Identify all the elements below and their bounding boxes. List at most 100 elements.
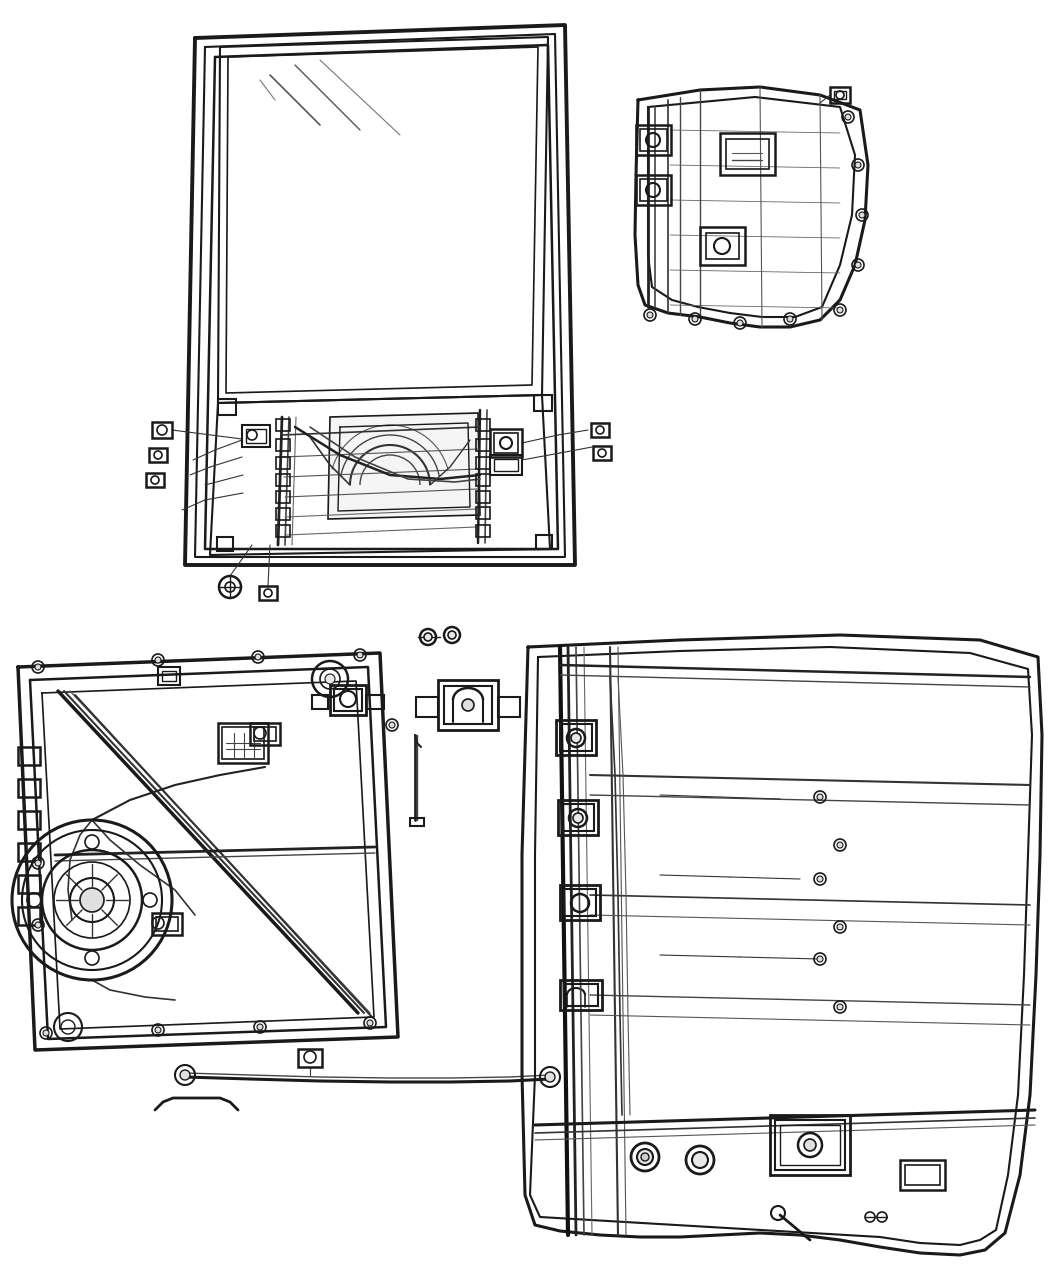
Bar	[334, 688, 362, 711]
Circle shape	[180, 1070, 190, 1080]
Bar	[476, 439, 490, 451]
Bar	[152, 422, 172, 439]
Circle shape	[368, 1020, 373, 1026]
Circle shape	[737, 320, 743, 326]
Circle shape	[845, 113, 850, 120]
Bar	[156, 917, 178, 931]
Bar	[560, 724, 592, 751]
Circle shape	[35, 922, 41, 928]
Bar	[276, 525, 290, 537]
Bar	[556, 720, 596, 755]
Bar	[640, 129, 667, 150]
Bar	[564, 984, 598, 1006]
Circle shape	[855, 162, 861, 168]
Bar	[18, 779, 40, 797]
Circle shape	[573, 813, 583, 822]
Circle shape	[817, 876, 823, 882]
Bar	[720, 133, 775, 175]
Bar	[276, 456, 290, 469]
Circle shape	[43, 1030, 49, 1037]
Circle shape	[640, 1153, 649, 1162]
Circle shape	[255, 654, 261, 660]
Bar	[726, 139, 769, 170]
Circle shape	[388, 722, 395, 728]
Bar	[591, 423, 609, 437]
Bar	[158, 667, 180, 685]
Bar	[162, 671, 176, 681]
Circle shape	[692, 316, 698, 323]
Bar	[490, 428, 522, 456]
Polygon shape	[328, 413, 480, 519]
Bar	[560, 885, 600, 921]
Circle shape	[571, 733, 581, 743]
Bar	[217, 537, 233, 551]
Circle shape	[155, 657, 161, 663]
Bar	[494, 459, 518, 470]
Circle shape	[837, 307, 843, 312]
Bar	[298, 1049, 322, 1067]
Bar	[593, 446, 611, 460]
Bar	[444, 686, 492, 724]
Bar	[905, 1165, 940, 1184]
Bar	[276, 491, 290, 504]
Bar	[254, 727, 276, 741]
Circle shape	[692, 1153, 708, 1168]
Circle shape	[817, 794, 823, 799]
Circle shape	[462, 699, 474, 711]
Circle shape	[424, 632, 432, 641]
Bar	[498, 697, 520, 717]
Circle shape	[647, 312, 653, 317]
Bar	[242, 425, 270, 448]
Bar	[476, 525, 490, 537]
Bar	[780, 1125, 840, 1165]
Bar	[490, 455, 522, 476]
Bar	[706, 233, 739, 259]
Bar	[830, 87, 850, 103]
Circle shape	[837, 1003, 843, 1010]
Bar	[476, 474, 490, 486]
Bar	[18, 907, 40, 924]
Bar	[276, 439, 290, 451]
Bar	[246, 428, 266, 442]
Bar	[18, 811, 40, 829]
Bar	[562, 805, 594, 831]
Bar	[636, 175, 671, 205]
Bar	[410, 819, 424, 826]
Circle shape	[859, 212, 865, 218]
Bar	[330, 685, 366, 715]
Circle shape	[357, 652, 363, 658]
Bar	[534, 395, 552, 411]
Bar	[366, 695, 384, 709]
Circle shape	[855, 261, 861, 268]
Circle shape	[35, 664, 41, 669]
Bar	[476, 491, 490, 504]
Circle shape	[837, 842, 843, 848]
Bar	[770, 1116, 850, 1176]
Bar	[700, 227, 746, 265]
Bar	[775, 1119, 845, 1170]
Circle shape	[155, 1026, 161, 1033]
Bar	[476, 456, 490, 469]
Bar	[222, 727, 264, 759]
Circle shape	[817, 956, 823, 963]
Bar	[276, 474, 290, 486]
Bar	[276, 507, 290, 520]
Bar	[494, 434, 518, 453]
Bar	[900, 1160, 945, 1190]
Bar	[636, 125, 671, 156]
Circle shape	[35, 861, 41, 866]
Bar	[640, 179, 667, 201]
Bar	[536, 536, 552, 550]
Bar	[564, 889, 596, 915]
Bar	[438, 680, 498, 731]
Bar	[558, 799, 598, 835]
Bar	[259, 586, 277, 601]
Bar	[149, 448, 167, 462]
Circle shape	[257, 1024, 262, 1030]
Bar	[218, 723, 268, 762]
Circle shape	[448, 631, 456, 639]
Bar	[18, 843, 40, 861]
Circle shape	[804, 1139, 816, 1151]
Circle shape	[837, 924, 843, 929]
Bar	[250, 723, 280, 745]
